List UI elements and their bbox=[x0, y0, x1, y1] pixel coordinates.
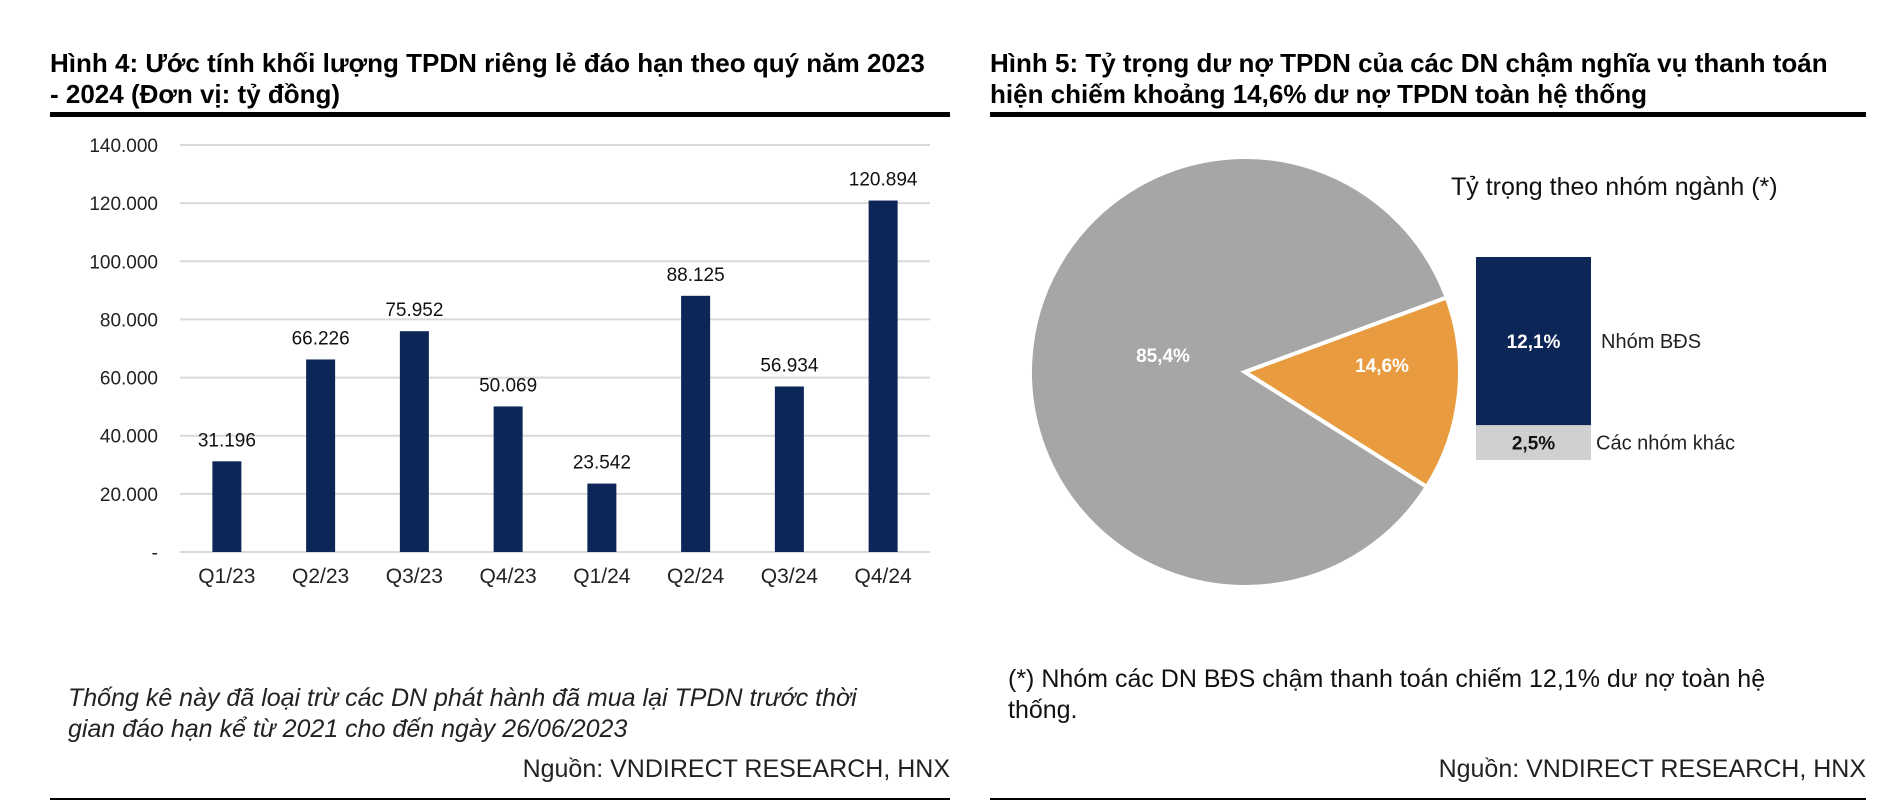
figure-4-title-line-2: - 2024 (Đơn vị: tỷ đồng) bbox=[50, 79, 341, 109]
bar bbox=[681, 295, 711, 552]
bar bbox=[868, 200, 898, 552]
figure-5-source: Nguồn: VNDIRECT RESEARCH, HNX bbox=[1438, 755, 1866, 783]
y-tick-label: 100.000 bbox=[89, 252, 158, 273]
figure-5-note-line-2: thống. bbox=[1008, 696, 1078, 724]
data-label: 31.196 bbox=[198, 430, 256, 451]
x-tick-label: Q3/23 bbox=[386, 565, 443, 588]
breakdown-name-label: Các nhóm khác bbox=[1596, 433, 1735, 455]
x-tick-label: Q2/24 bbox=[667, 565, 725, 588]
figure-4-source: Nguồn: VNDIRECT RESEARCH, HNX bbox=[522, 755, 950, 783]
figure-5-title-line-2: hiện chiếm khoảng 14,6% dư nợ TPDN toàn … bbox=[990, 79, 1648, 109]
figure-4-note-line-1: Thống kê này đã loại trừ các DN phát hàn… bbox=[68, 684, 857, 712]
y-tick-label: 60.000 bbox=[100, 369, 158, 390]
x-tick-label: Q4/23 bbox=[480, 565, 537, 588]
x-tick-label: Q1/23 bbox=[198, 565, 255, 588]
data-label: 75.952 bbox=[385, 300, 443, 321]
figure-4-title: Hình 4: Ước tính khối lượng TPDN riêng l… bbox=[50, 48, 925, 110]
y-tick-label: 20.000 bbox=[100, 485, 158, 506]
data-label: 120.894 bbox=[849, 170, 918, 191]
figure-5-bottom-rule bbox=[990, 798, 1866, 800]
pie-chart: 85,4% 14,6% Tỷ trọng theo nhóm ngành (*) 12… bbox=[1028, 155, 1778, 589]
bar-chart: - 20.000 40.000 60.000 80.000 100.000 120.000 1… bbox=[89, 136, 930, 588]
bar bbox=[399, 331, 429, 552]
x-tick-label: Q4/24 bbox=[855, 565, 913, 588]
breakdown-title: Tỷ trọng theo nhóm ngành (*) bbox=[1451, 173, 1778, 201]
figure-5-note: (*) Nhóm các DN BĐS chậm thanh toán chiế… bbox=[1008, 664, 1858, 726]
data-label: 50.069 bbox=[479, 375, 537, 396]
pie-label-orange: 14,6% bbox=[1355, 356, 1409, 377]
figure-4-note-line-2: gian đáo hạn kể từ 2021 cho đến ngày 26/… bbox=[68, 715, 628, 743]
x-tick-label: Q3/24 bbox=[761, 565, 819, 588]
x-tick-label: Q2/23 bbox=[292, 565, 349, 588]
y-tick-label: 120.000 bbox=[89, 194, 158, 215]
breakdown-name-label: Nhóm BĐS bbox=[1601, 331, 1701, 353]
bar bbox=[587, 483, 617, 552]
pie-label-gray: 85,4% bbox=[1136, 346, 1190, 367]
x-tick-label: Q1/24 bbox=[573, 565, 631, 588]
y-tick-label: - bbox=[152, 543, 158, 564]
figure-5-title-rule bbox=[990, 112, 1866, 117]
data-label: 66.226 bbox=[292, 328, 350, 349]
figure-4-title-rule bbox=[50, 112, 950, 117]
figure-5-title: Hình 5: Tỷ trọng dư nợ TPDN của các DN c… bbox=[990, 48, 1828, 110]
breakdown-value-label: 2,5% bbox=[1512, 434, 1555, 455]
data-label: 88.125 bbox=[667, 265, 725, 286]
figure-4-note: Thống kê này đã loại trừ các DN phát hàn… bbox=[68, 683, 948, 745]
bar bbox=[306, 359, 336, 552]
data-label: 56.934 bbox=[760, 355, 819, 376]
y-tick-label: 80.000 bbox=[100, 310, 158, 331]
breakdown-segment-others bbox=[1476, 425, 1591, 460]
figure-4-title-line-1: Hình 4: Ước tính khối lượng TPDN riêng l… bbox=[50, 48, 925, 78]
breakdown-value-label: 12,1% bbox=[1507, 332, 1561, 353]
pie-slice-other bbox=[1028, 155, 1450, 589]
breakdown-segment-real-estate bbox=[1476, 257, 1591, 426]
y-tick-label: 140.000 bbox=[89, 136, 158, 157]
figure-5-note-line-1: (*) Nhóm các DN BĐS chậm thanh toán chiế… bbox=[1008, 665, 1766, 693]
figure-5-title-line-1: Hình 5: Tỷ trọng dư nợ TPDN của các DN c… bbox=[990, 48, 1828, 78]
y-tick-label: 40.000 bbox=[100, 427, 158, 448]
data-label: 23.542 bbox=[573, 453, 631, 474]
figure-4-bottom-rule bbox=[50, 798, 950, 800]
pie-slice-delayed bbox=[1240, 294, 1462, 490]
bar bbox=[774, 386, 804, 552]
bar bbox=[493, 406, 523, 552]
bar bbox=[212, 461, 242, 552]
